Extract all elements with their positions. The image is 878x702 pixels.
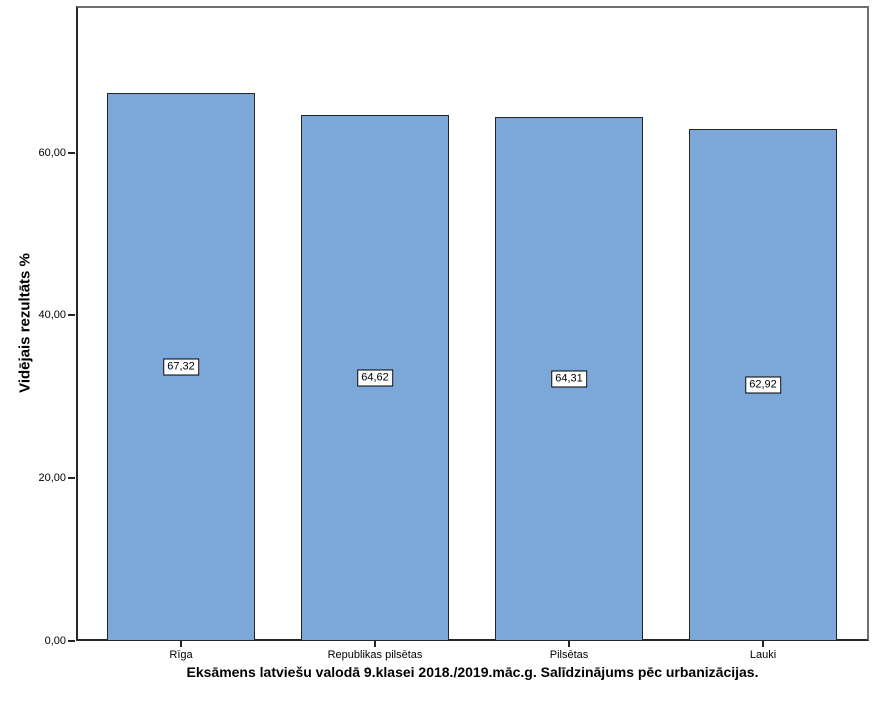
x-tick <box>180 641 182 647</box>
y-tick-label: 20,00 <box>38 472 66 485</box>
y-tick-label: 0,00 <box>44 635 66 647</box>
bar-value-label: 64,31 <box>551 370 587 388</box>
plot-area <box>76 6 869 641</box>
bar <box>107 92 255 641</box>
x-tick <box>568 641 570 647</box>
x-tick-label: Pilsētas <box>549 649 589 661</box>
x-tick-label: Rīga <box>169 649 193 661</box>
bar-value-label: 67,32 <box>163 358 199 376</box>
bar-value-label: 64,62 <box>357 369 393 387</box>
bar-value-label: 62,92 <box>745 376 781 394</box>
y-tick <box>68 314 75 317</box>
y-tick <box>68 640 75 642</box>
y-tick <box>68 151 75 154</box>
y-tick-label: 60,00 <box>38 146 66 159</box>
y-axis-title: Vidējais rezultāts % <box>16 253 34 393</box>
x-tick <box>374 641 376 647</box>
chart-title: Eksāmens latviešu valodā 9.klasei 2018./… <box>186 664 759 680</box>
x-tick <box>762 641 764 647</box>
x-tick-label: Lauki <box>749 649 777 661</box>
y-tick-label: 40,00 <box>38 309 66 322</box>
x-tick-label: Republikas pilsētas <box>327 649 423 661</box>
y-tick <box>68 477 75 480</box>
